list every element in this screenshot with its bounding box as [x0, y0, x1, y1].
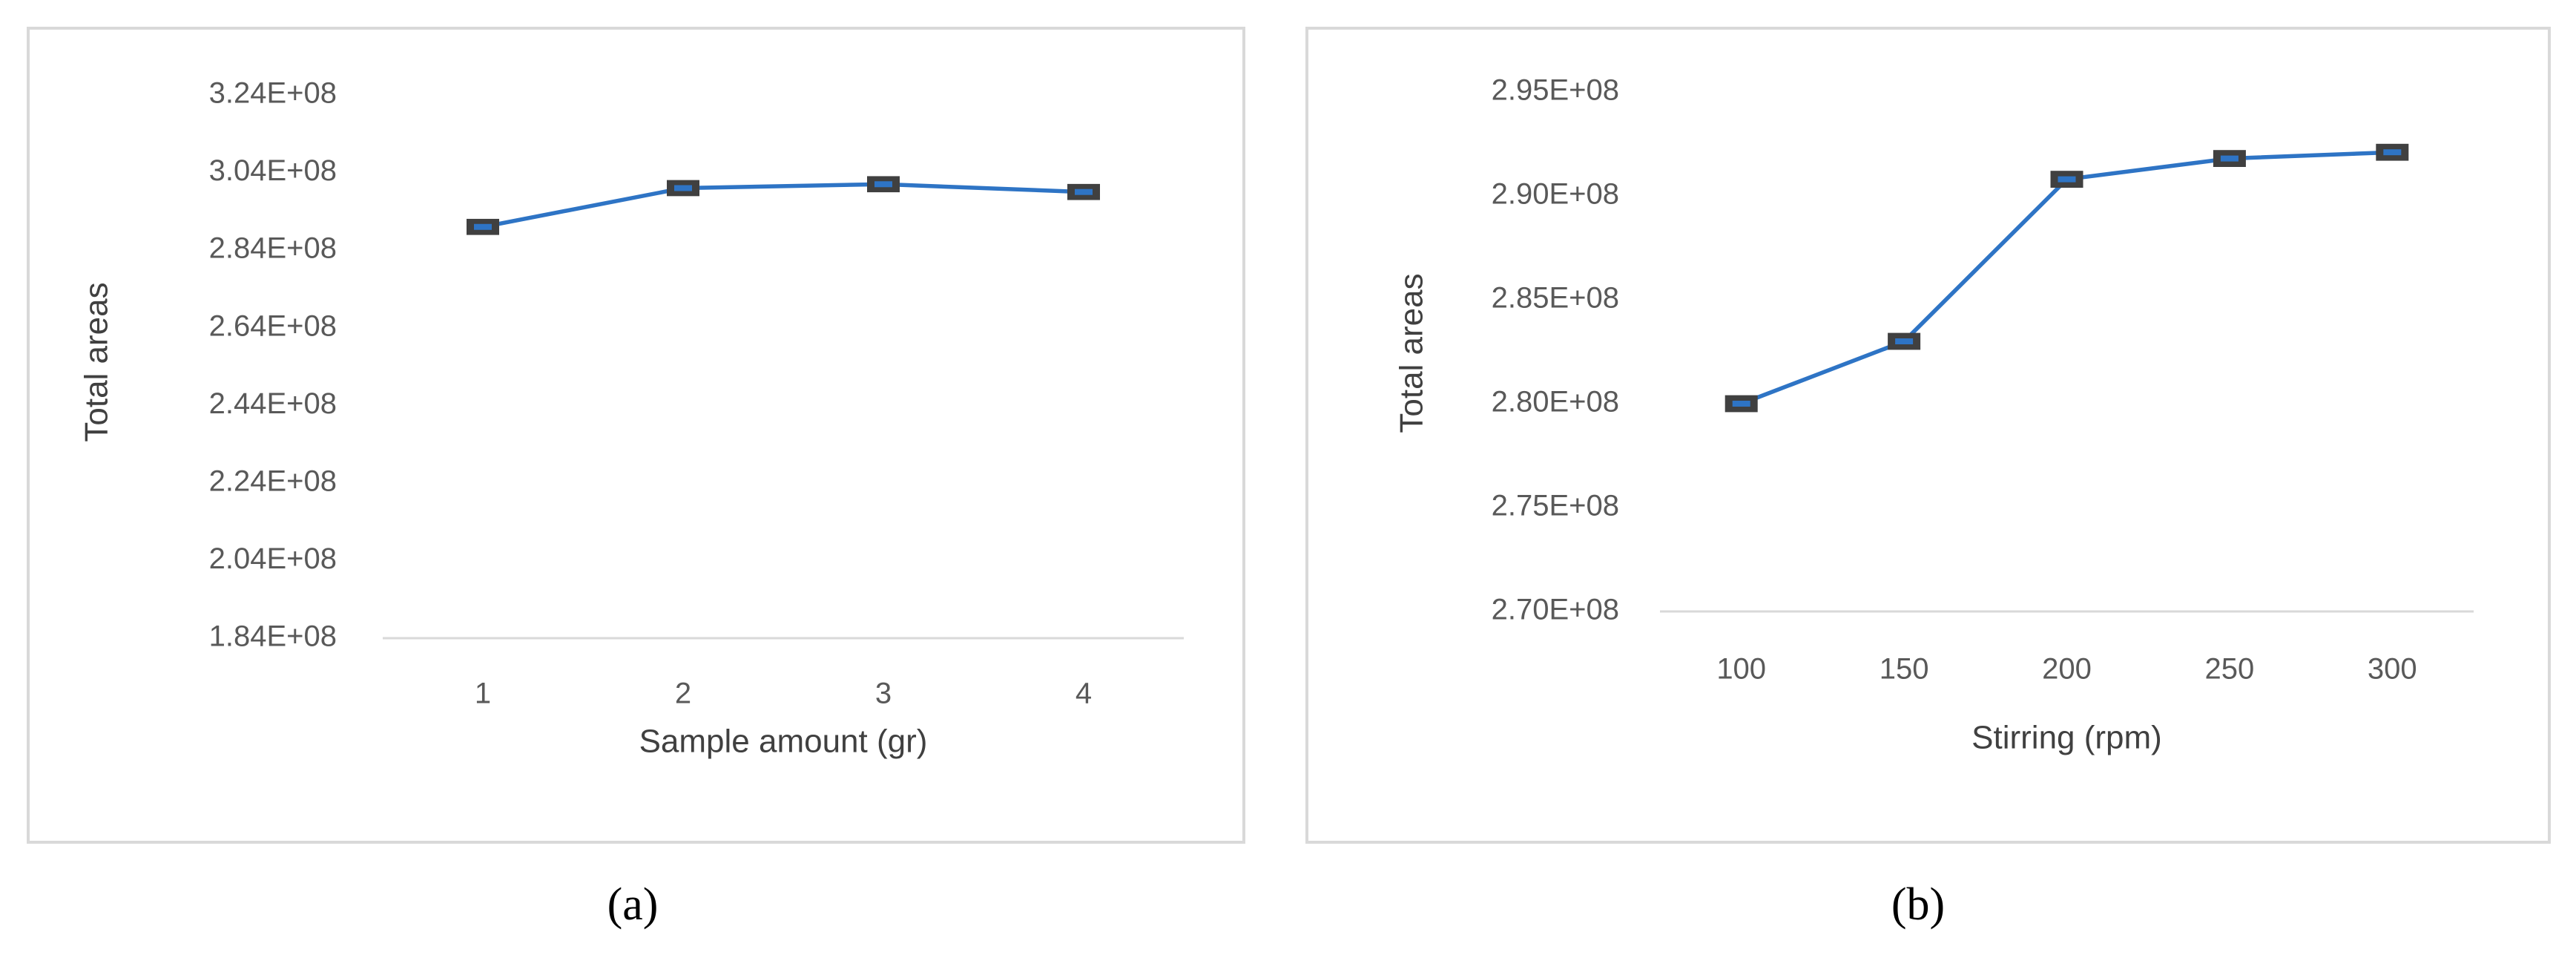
x-tick-label: 250	[2205, 653, 2255, 686]
panel-frame	[1305, 27, 2551, 844]
marker	[2058, 176, 2076, 183]
marker	[1895, 338, 1914, 344]
y-tick-label: 2.90E+08	[1492, 178, 1619, 211]
y-tick-label: 2.80E+08	[1492, 386, 1619, 419]
x-tick-label: 200	[2042, 653, 2092, 686]
y-tick-label: 3.24E+08	[209, 77, 337, 110]
marker	[1732, 401, 1750, 407]
y-tick-label: 1.84E+08	[209, 620, 337, 653]
y-tick-label: 3.04E+08	[209, 154, 337, 187]
y-tick-label: 2.84E+08	[209, 232, 337, 265]
caption: (b)	[1891, 879, 1945, 930]
x-tick-label: 150	[1880, 653, 1929, 686]
marker	[2383, 149, 2402, 156]
y-tick-label: 2.04E+08	[209, 542, 337, 575]
y-axis-title: Total areas	[1394, 273, 1430, 433]
x-tick-label: 1	[475, 678, 491, 710]
x-tick-label: 2	[675, 678, 691, 710]
caption: (a)	[607, 879, 659, 930]
y-axis-title: Total areas	[79, 282, 115, 442]
x-axis-title: Stirring (rpm)	[1971, 720, 2162, 756]
series-line	[482, 182, 1084, 229]
y-tick-label: 2.70E+08	[1492, 594, 1619, 626]
marker	[674, 185, 692, 191]
x-axis-title: Sample amount (gr)	[639, 724, 928, 760]
marker	[2220, 155, 2239, 162]
y-tick-label: 2.85E+08	[1492, 282, 1619, 315]
marker	[1075, 188, 1093, 195]
y-tick-label: 2.95E+08	[1492, 74, 1619, 107]
x-tick-label: 3	[875, 678, 892, 710]
y-tick-label: 2.24E+08	[209, 465, 337, 497]
marker	[474, 223, 492, 230]
y-tick-label: 2.64E+08	[209, 309, 337, 342]
y-tick-label: 2.44E+08	[209, 387, 337, 420]
marker	[874, 181, 892, 188]
x-tick-label: 100	[1716, 653, 1766, 686]
x-tick-label: 300	[2368, 653, 2417, 686]
x-tick-label: 4	[1075, 678, 1092, 710]
panel-frame	[27, 27, 1245, 844]
y-tick-label: 2.75E+08	[1492, 490, 1619, 522]
